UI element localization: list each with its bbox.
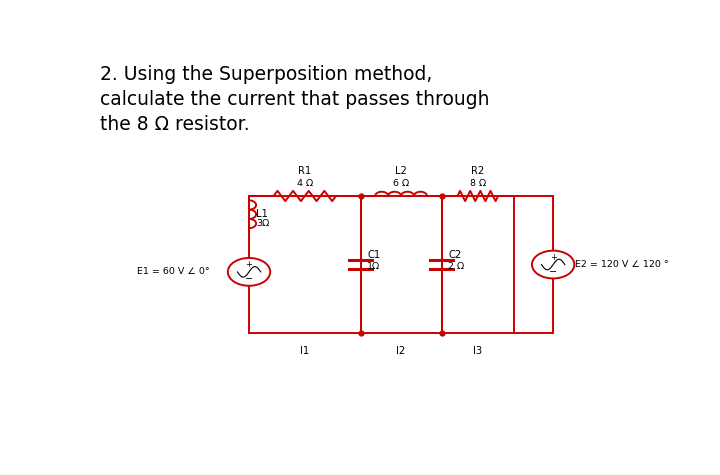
Text: 4 Ω: 4 Ω: [297, 179, 313, 188]
Text: 2 Ω: 2 Ω: [449, 262, 464, 271]
Text: the 8 Ω resistor.: the 8 Ω resistor.: [100, 115, 250, 134]
Text: 1Ω: 1Ω: [367, 262, 381, 271]
Text: I1: I1: [300, 346, 310, 356]
Text: R1: R1: [298, 166, 312, 176]
Text: L2: L2: [395, 166, 407, 176]
Text: L1: L1: [256, 209, 268, 219]
Text: +: +: [246, 260, 253, 269]
Text: C1: C1: [367, 250, 381, 260]
Text: 3Ω: 3Ω: [256, 219, 269, 228]
Text: 8 Ω: 8 Ω: [469, 179, 486, 188]
Text: E1 = 60 V ∠ 0°: E1 = 60 V ∠ 0°: [138, 267, 210, 276]
Text: E2 = 120 V ∠ 120 °: E2 = 120 V ∠ 120 °: [575, 260, 669, 269]
Text: −: −: [245, 274, 253, 284]
Text: 6 Ω: 6 Ω: [393, 179, 409, 188]
Text: R2: R2: [471, 166, 485, 176]
Text: I2: I2: [397, 346, 405, 356]
Text: calculate the current that passes through: calculate the current that passes throug…: [100, 90, 490, 109]
Text: 2. Using the Superposition method,: 2. Using the Superposition method,: [100, 65, 433, 84]
Text: I3: I3: [473, 346, 482, 356]
Text: C2: C2: [449, 250, 462, 260]
Text: −: −: [549, 267, 557, 277]
Text: +: +: [549, 253, 557, 262]
